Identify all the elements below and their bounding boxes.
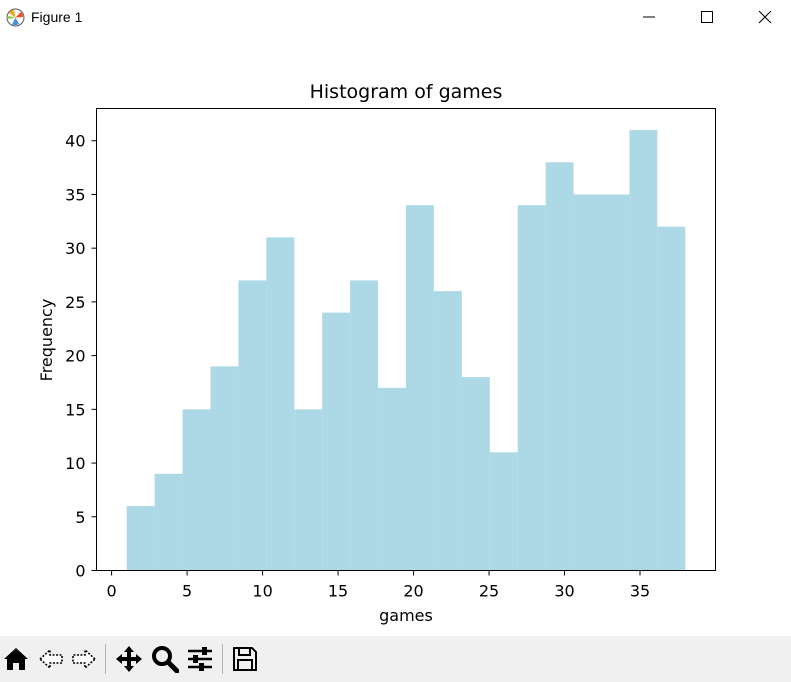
- y-ticks-group: 0 5 10 15 20 25 30 35 40: [65, 132, 97, 581]
- y-tick-label: 30: [65, 239, 85, 258]
- y-tick-label: 5: [75, 508, 85, 527]
- x-tick-label: 35: [630, 582, 650, 601]
- back-button[interactable]: [35, 643, 67, 675]
- y-tick-label: 20: [65, 347, 85, 366]
- histogram-bar: [294, 409, 323, 571]
- matplotlib-logo-icon: [6, 8, 25, 27]
- forward-button[interactable]: [68, 643, 100, 675]
- histogram-bar: [433, 291, 462, 571]
- histogram-bar: [210, 366, 239, 571]
- minimize-button[interactable]: [626, 0, 672, 34]
- title-bar: Figure 1: [0, 0, 791, 36]
- zoom-icon: [152, 646, 179, 673]
- window-title: Figure 1: [31, 9, 83, 25]
- y-tick-label: 40: [65, 132, 85, 151]
- maximize-button[interactable]: [684, 0, 730, 34]
- chart-title: Histogram of games: [310, 81, 503, 103]
- histogram-bar: [517, 205, 546, 571]
- histogram-bar: [154, 473, 183, 571]
- y-tick-label: 0: [75, 562, 85, 581]
- y-tick-label: 10: [65, 454, 85, 473]
- histogram-bar: [461, 377, 490, 571]
- home-icon: [4, 648, 28, 670]
- navigation-toolbar: [0, 636, 791, 682]
- histogram-bar: [266, 237, 295, 571]
- close-icon: [758, 10, 772, 24]
- x-tick-label: 10: [252, 582, 272, 601]
- bars-group: [126, 129, 686, 571]
- x-axis-label: games: [379, 606, 433, 625]
- forward-icon: [72, 648, 97, 670]
- minimize-icon: [643, 16, 655, 18]
- x-tick-label: 30: [554, 582, 574, 601]
- histogram-bar: [182, 409, 211, 571]
- toolbar-separator: [222, 644, 223, 674]
- histogram-bar: [238, 280, 267, 571]
- configure-subplots-icon: [188, 647, 212, 671]
- figure-canvas: Histogram of games 0 5 10 15 20 25 30 35 0 5 10 15…: [0, 36, 791, 636]
- x-tick-label: 0: [107, 582, 117, 601]
- histogram-bar: [378, 387, 406, 571]
- plot-frame: [96, 108, 716, 571]
- histogram-bar: [629, 129, 658, 571]
- x-tick-label: 25: [479, 582, 499, 601]
- histogram-bar: [126, 506, 155, 571]
- configure-subplots-button[interactable]: [184, 643, 216, 675]
- x-tick-label: 15: [328, 582, 348, 601]
- histogram-bar: [545, 162, 574, 571]
- histogram-bar: [350, 280, 379, 571]
- histogram-chart: Histogram of games 0 5 10 15 20 25 30 35 0 5 10 15…: [37, 81, 716, 625]
- home-button[interactable]: [0, 643, 32, 675]
- histogram-bar: [322, 312, 351, 571]
- back-icon: [38, 648, 63, 670]
- histogram-bar: [489, 452, 518, 571]
- histogram-bar: [573, 194, 602, 571]
- y-tick-label: 15: [65, 400, 85, 419]
- x-ticks-group: 0 5 10 15 20 25 30 35: [107, 570, 650, 601]
- x-tick-label: 20: [403, 582, 423, 601]
- y-tick-label: 35: [65, 185, 85, 204]
- save-icon: [233, 647, 257, 671]
- histogram-bar: [601, 194, 630, 571]
- close-button[interactable]: [742, 0, 788, 34]
- y-axis-label: Frequency: [37, 299, 56, 382]
- x-tick-label: 5: [182, 582, 192, 601]
- y-tick-label: 25: [65, 293, 85, 312]
- pan-button[interactable]: [113, 643, 145, 675]
- zoom-button[interactable]: [149, 643, 181, 675]
- save-button[interactable]: [229, 643, 261, 675]
- histogram-bar: [406, 205, 434, 571]
- histogram-bar: [657, 226, 686, 571]
- pan-icon: [116, 646, 142, 672]
- toolbar-separator: [105, 644, 106, 674]
- maximize-icon: [701, 11, 713, 23]
